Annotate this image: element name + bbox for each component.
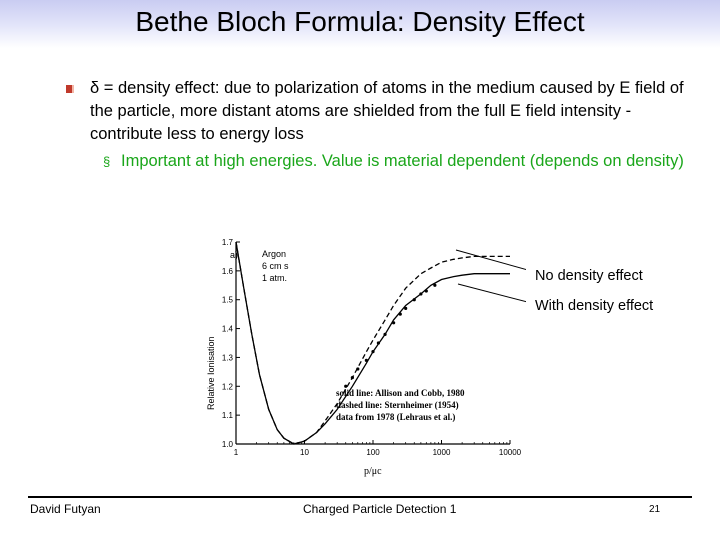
legend-line-2: 6 cm s [262,261,289,271]
series-dashed-line [235,241,510,445]
footer-page-number: 21 [649,504,661,515]
sub-bullet: § Important at high energies. Value is m… [103,150,693,173]
sub-bullet-text: Important at high energies. Value is mat… [121,152,684,170]
data-point [412,298,416,302]
x-axis-label: p/μc [364,466,382,477]
main-bullet-text: δ = density effect: due to polarization … [90,79,684,143]
data-point [433,283,437,287]
data-point [344,384,348,388]
y-tick-label: 1.2 [222,382,234,391]
sub-bullet-marker: § [103,154,111,169]
caption-line-1: solid line: Allison and Cobb, 1980 [336,388,465,398]
slide-title: Bethe Bloch Formula: Density Effect [135,6,585,37]
arrow-with-density [457,283,526,303]
caption-line-2: dashed line: Sternheimer (1954) [336,400,459,410]
footer-course: Charged Particle Detection 1 [303,502,457,516]
footer-author: David Futyan [30,502,101,516]
ionisation-plot: 1.01.11.21.31.41.51.61.71 10 100 1000 10000 … [206,238,526,477]
series-solid-line [235,241,510,445]
annotation-with-density-effect: With density effect [535,298,654,314]
y-tick-label: 1.6 [222,267,234,276]
data-point [376,341,381,345]
data-point [356,367,360,371]
y-tick-label: 1.5 [222,296,234,305]
legend-line-1: Argon [262,249,286,259]
y-tick-label: 1.1 [222,411,234,420]
data-point [404,306,408,310]
series-group [235,241,510,445]
y-tick-label: 1.7 [222,238,234,247]
tick-group: 1.0 1.1 1.2 1.3 1.4 1.5 1.6 1.7 1 10 100 1000 10000 [222,238,522,457]
y-tick-label: 1.0 [222,440,234,449]
data-point [350,376,354,380]
data-point [364,358,368,362]
legend-line-3: 1 atm. [262,273,287,283]
y-tick-label: 1.3 [222,353,234,362]
title-band [0,0,720,48]
data-point [424,289,428,293]
data-point [419,292,423,296]
annotation-no-density-effect: No density effect [535,268,643,284]
data-point [392,321,396,325]
x-tick-label: 10 [300,448,309,457]
x-tick-label: 10000 [499,448,522,457]
x-tick-label: 1000 [433,448,451,457]
y-axis-label: Relative Ionisation [206,336,216,410]
footer-divider [28,496,692,498]
x-tick-label: 100 [366,448,380,457]
bullet-marker [66,85,74,93]
data-point [371,350,375,354]
data-point [383,332,387,336]
caption-line-3: data from 1978 (Lehraus et al.) [336,412,455,422]
data-point [398,312,402,316]
x-tick-label: 1 [234,448,239,457]
arrow-no-density [455,249,526,271]
y-tick-label: 1.4 [222,325,234,334]
panel-label: a) [230,250,238,260]
